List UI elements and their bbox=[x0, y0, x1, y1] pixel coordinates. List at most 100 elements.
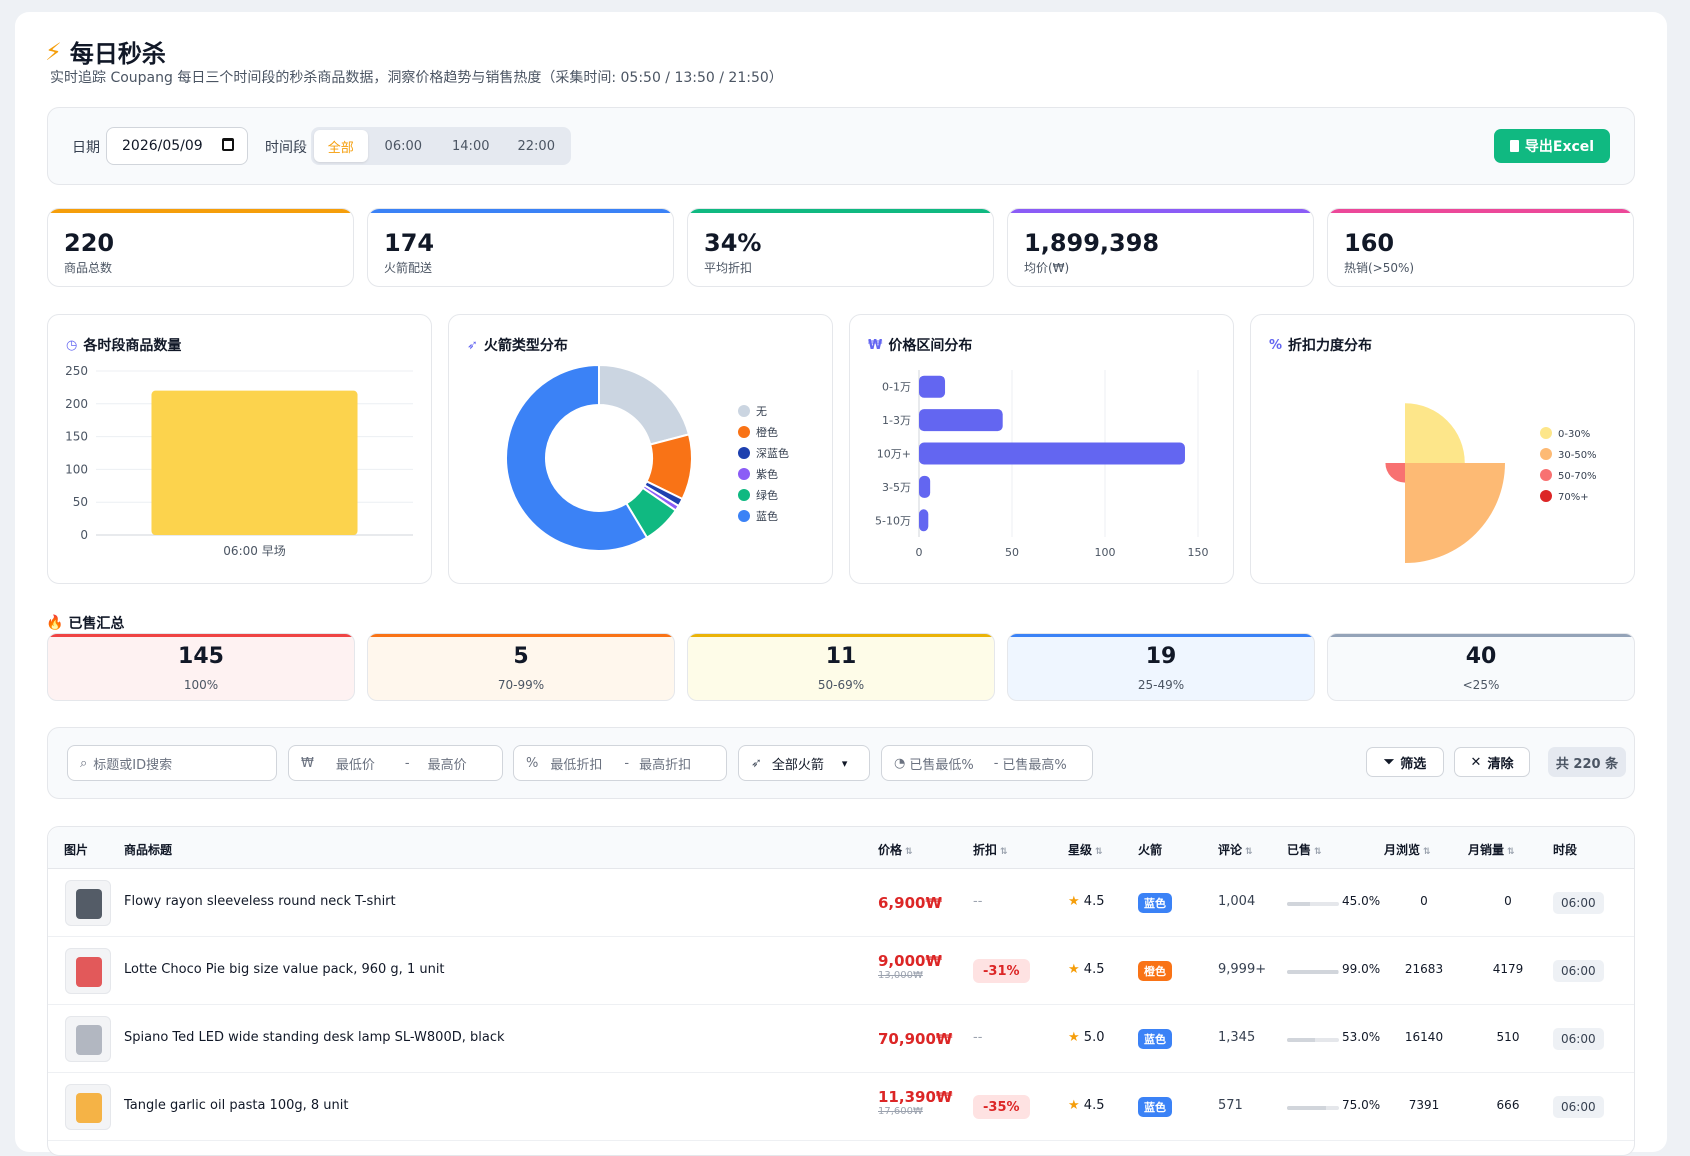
clear-button[interactable]: ✕ 清除 bbox=[1454, 747, 1530, 777]
slot-tab-all[interactable]: 全部 bbox=[314, 130, 368, 162]
export-label: 导出Excel bbox=[1524, 139, 1595, 155]
stat-value: 34% bbox=[704, 229, 762, 257]
legend-swatch bbox=[738, 489, 750, 501]
legend-label: 深蓝色 bbox=[756, 446, 789, 460]
legend-label: 紫色 bbox=[756, 467, 778, 481]
stat-value: 1,899,398 bbox=[1024, 229, 1160, 257]
product-title[interactable]: Spiano Ted LED wide standing desk lamp S… bbox=[124, 1030, 505, 1045]
sold-progress-bar bbox=[1287, 970, 1339, 974]
slot-tab-0600[interactable]: 06:00 bbox=[384, 138, 423, 154]
table-header: 图片 商品标题 价格 ⇅ 折扣 ⇅ 星级 ⇅ 火箭 评论 ⇅ 已售 ⇅ 月浏览 ⇅ 月销量 ⇅… bbox=[48, 827, 1634, 869]
table-row[interactable]: Spiano Ted LED wide standing desk lamp S… bbox=[48, 1005, 1634, 1073]
export-excel-button[interactable]: 导出Excel bbox=[1494, 129, 1610, 163]
y-tick-label: 150 bbox=[65, 430, 88, 444]
discount-empty: -- bbox=[973, 894, 983, 909]
slot-badge: 06:00 bbox=[1553, 960, 1604, 982]
product-thumbnail[interactable] bbox=[65, 1016, 111, 1062]
stat-accent-bar bbox=[48, 209, 353, 213]
product-thumbnail[interactable] bbox=[65, 1084, 111, 1130]
fire-icon: 🔥 bbox=[46, 615, 64, 631]
discount-range-input[interactable]: % 最低折扣 - 最高折扣 bbox=[513, 745, 727, 781]
sold-bucket-accent bbox=[48, 634, 354, 637]
product-title[interactable]: Lotte Choco Pie big size value pack, 960… bbox=[124, 962, 445, 977]
close-icon: ✕ bbox=[1470, 754, 1482, 770]
excel-file-icon bbox=[1509, 140, 1519, 152]
discount-empty: -- bbox=[973, 1030, 983, 1045]
col-sold[interactable]: 已售 ⇅ bbox=[1287, 841, 1322, 858]
range-separator: - bbox=[993, 755, 999, 771]
y-tick-label: 50 bbox=[73, 495, 88, 509]
stat-accent-bar bbox=[1328, 209, 1633, 213]
x-tick-label: 100 bbox=[1095, 546, 1116, 559]
col-star[interactable]: 星级 ⇅ bbox=[1068, 841, 1103, 858]
sold-bucket-card: 40 <25% bbox=[1327, 633, 1635, 701]
monthly-sales: 510 bbox=[1496, 1030, 1520, 1044]
sold-progress-bar bbox=[1287, 902, 1339, 906]
stat-accent-bar bbox=[368, 209, 673, 213]
filter-button[interactable]: ⏷ 筛选 bbox=[1366, 747, 1444, 777]
col-views[interactable]: 月浏览 ⇅ bbox=[1384, 841, 1431, 858]
star-value: 5.0 bbox=[1083, 1030, 1105, 1045]
bar bbox=[919, 509, 929, 532]
monthly-views: 0 bbox=[1420, 894, 1428, 908]
product-title[interactable]: Flowy rayon sleeveless round neck T-shir… bbox=[124, 894, 396, 909]
sold-bucket-card: 5 70-99% bbox=[367, 633, 675, 701]
current-price: 9,000₩ bbox=[878, 952, 942, 970]
col-review[interactable]: 评论 ⇅ bbox=[1218, 841, 1253, 858]
slot-tab-1400[interactable]: 14:00 bbox=[452, 138, 490, 154]
filter-bar: 日期 2026/05/09 时间段 全部 06:00 14:00 22:00 导… bbox=[47, 107, 1635, 185]
col-sales-label: 月销量 bbox=[1468, 843, 1505, 857]
sold-percent: 99.0% bbox=[1342, 962, 1381, 976]
date-input[interactable]: 2026/05/09 bbox=[106, 127, 248, 165]
col-discount-label: 折扣 bbox=[973, 843, 998, 857]
col-discount[interactable]: 折扣 ⇅ bbox=[973, 841, 1008, 858]
rocket-type-select[interactable]: ➶ 全部火箭 ▾ bbox=[738, 745, 870, 781]
price-cell: 11,390₩ 17,600₩ bbox=[878, 1088, 952, 1117]
calendar-icon[interactable] bbox=[222, 138, 234, 151]
table-row[interactable]: Flowy rayon sleeveless round neck T-shir… bbox=[48, 869, 1634, 937]
col-price[interactable]: 价格 ⇅ bbox=[878, 841, 913, 858]
max-price-placeholder[interactable]: 最高价 bbox=[427, 757, 467, 773]
original-price: 13,000₩ bbox=[878, 970, 923, 981]
slot-badge: 06:00 bbox=[1553, 1028, 1604, 1050]
sold-percent: 75.0% bbox=[1342, 1098, 1381, 1112]
chart-card-price: ₩ 价格区间分布 0 50 100 150 0-1万 1-3万 10万+ 3-5万 5-10万 bbox=[849, 314, 1234, 584]
fire-icon: ◔ bbox=[894, 755, 906, 771]
sold-min-placeholder[interactable]: 已售最低% bbox=[909, 757, 974, 773]
chart-card-slot-count: ◷ 各时段商品数量 0 50 100 150 200 250 06:00 早场 bbox=[47, 314, 432, 584]
slot-tab-2200[interactable]: 22:00 bbox=[517, 138, 555, 154]
y-tick-label: 0 bbox=[80, 528, 88, 542]
product-image bbox=[76, 1093, 102, 1123]
polar-segment bbox=[1405, 403, 1465, 463]
page-title-text: 每日秒杀 bbox=[69, 40, 166, 68]
keyword-search-input[interactable]: ⌕ 标题或ID搜索 bbox=[67, 745, 277, 781]
product-title[interactable]: Tangle garlic oil pasta 100g, 8 unit bbox=[124, 1098, 349, 1113]
legend-label: 蓝色 bbox=[756, 509, 778, 523]
min-discount-placeholder[interactable]: 最低折扣 bbox=[550, 757, 603, 773]
product-thumbnail[interactable] bbox=[65, 880, 111, 926]
slot-badge: 06:00 bbox=[1553, 892, 1604, 914]
sold-progress-fill bbox=[1287, 1038, 1315, 1042]
percent-icon: % bbox=[1269, 337, 1283, 353]
legend-label: 0-30% bbox=[1558, 429, 1590, 440]
col-slot: 时段 bbox=[1553, 843, 1578, 857]
x-tick-label: 06:00 早场 bbox=[223, 544, 285, 558]
product-thumbnail[interactable] bbox=[65, 948, 111, 994]
sold-bucket-count: 19 bbox=[1145, 644, 1177, 669]
legend-swatch bbox=[1540, 448, 1552, 460]
price-range-input[interactable]: ₩ 最低价 - 最高价 bbox=[288, 745, 503, 781]
max-discount-placeholder[interactable]: 最高折扣 bbox=[639, 757, 692, 773]
sold-bucket-accent bbox=[368, 634, 674, 637]
clear-button-label: 清除 bbox=[1487, 756, 1514, 772]
sold-range-input[interactable]: ◔ 已售最低% - 已售最高% bbox=[881, 745, 1093, 781]
table-row[interactable]: Tangle garlic oil pasta 100g, 8 unit 11,3… bbox=[48, 1073, 1634, 1141]
stat-value: 160 bbox=[1344, 229, 1395, 257]
sold-max-placeholder[interactable]: 已售最高% bbox=[1002, 757, 1067, 773]
sold-bucket-range: 50-69% bbox=[817, 678, 865, 692]
table-row[interactable]: Lotte Choco Pie big size value pack, 960… bbox=[48, 937, 1634, 1005]
y-tick-label: 3-5万 bbox=[882, 481, 911, 494]
current-price: 11,390₩ bbox=[878, 1088, 953, 1106]
current-price: 6,900₩ bbox=[878, 894, 942, 912]
min-price-placeholder[interactable]: 最低价 bbox=[335, 757, 375, 773]
col-sales[interactable]: 月销量 ⇅ bbox=[1468, 841, 1515, 858]
